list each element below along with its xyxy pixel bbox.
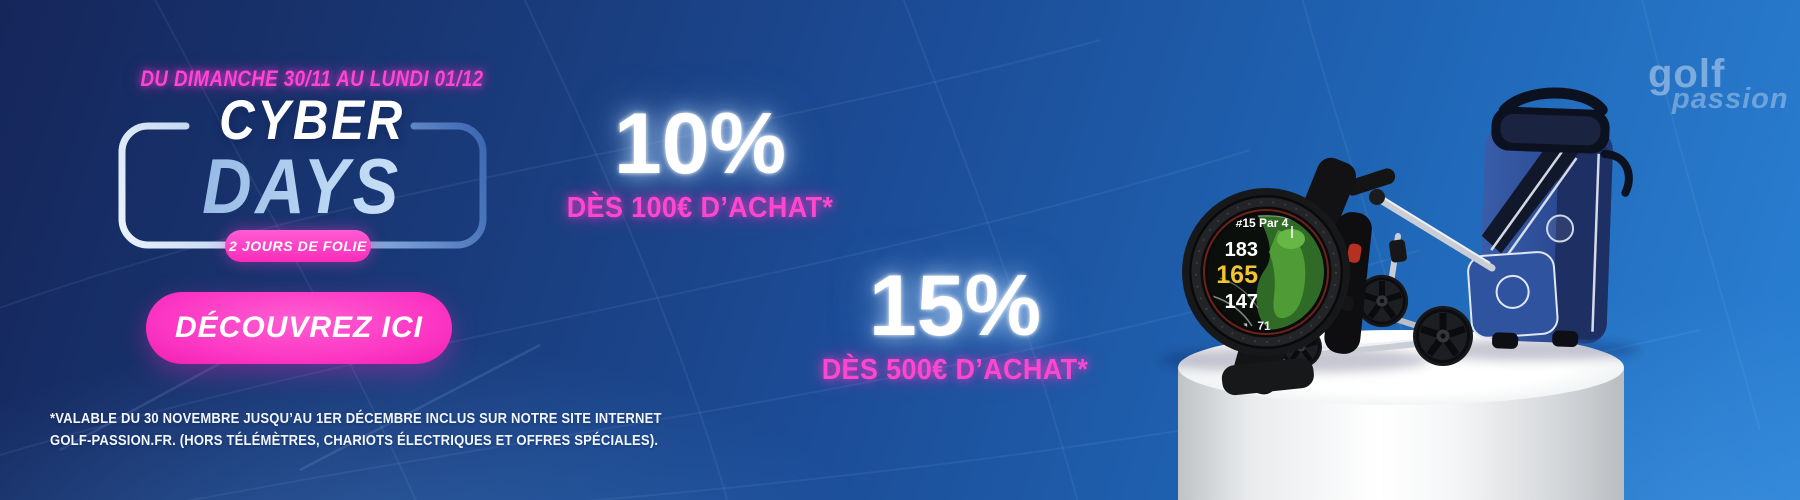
golf-trolley [1280, 168, 1496, 368]
offer-15-percent: 15% [868, 258, 1042, 354]
watch-crown-button [1347, 243, 1362, 263]
offer-15-condition: DÈS 500€ D’ACHAT* [821, 354, 1089, 386]
title-cyber: CYBER [219, 88, 405, 151]
disclaimer-text: *VALABLE DU 30 NOVEMBRE JUSQU’AU 1ER DÉC… [50, 408, 662, 452]
watch-secondary-value: 71 [1257, 319, 1271, 333]
watch-hole-label: #15 Par 4 [1236, 216, 1289, 230]
offer-10-percent: 10% [613, 96, 787, 192]
logo-word-passion: passion [1672, 83, 1789, 115]
date-range-text: DU DIMANCHE 30/11 AU LUNDI 01/12 [140, 66, 484, 91]
watch-distance-front: 147 [1225, 291, 1258, 313]
bag-handle [1498, 87, 1608, 117]
watch-screen: #15 Par 4 183 165 147 ↗ 71 [1208, 214, 1324, 333]
watch-distance-mid: 165 [1216, 261, 1258, 289]
watch-wind-icon: ↗ [1239, 321, 1248, 333]
promo-badge: 2 JOURS DE FOLIE [225, 230, 371, 262]
title-days: DAYS [82, 146, 522, 226]
bag-logo-badge [1546, 214, 1575, 243]
bag-front-pocket [1467, 251, 1559, 339]
disclaimer-line-2: GOLF-PASSION.FR. (HORS TÉLÉMÈTRES, CHARI… [50, 433, 659, 449]
discover-button[interactable]: DÉCOUVREZ ICI [146, 292, 452, 364]
golf-passion-logo: golf passion [1648, 54, 1789, 114]
offer-10-block: 10% DÈS 100€ D’ACHAT* [470, 98, 930, 225]
disclaimer-line-1: *VALABLE DU 30 NOVEMBRE JUSQU’AU 1ER DÉC… [50, 411, 662, 427]
offer-10-condition: DÈS 100€ D’ACHAT* [566, 192, 834, 224]
product-shadow [1420, 339, 1640, 361]
golf-bag [1467, 87, 1633, 349]
logo-word-golf: golf [1648, 52, 1726, 96]
gps-watch: #15 Par 4 183 165 147 ↗ 71 [1182, 157, 1372, 396]
offer-15-block: 15% DÈS 500€ D’ACHAT* [725, 260, 1185, 387]
trolley-handle [1344, 168, 1396, 196]
watch-distance-back: 183 [1225, 239, 1258, 261]
